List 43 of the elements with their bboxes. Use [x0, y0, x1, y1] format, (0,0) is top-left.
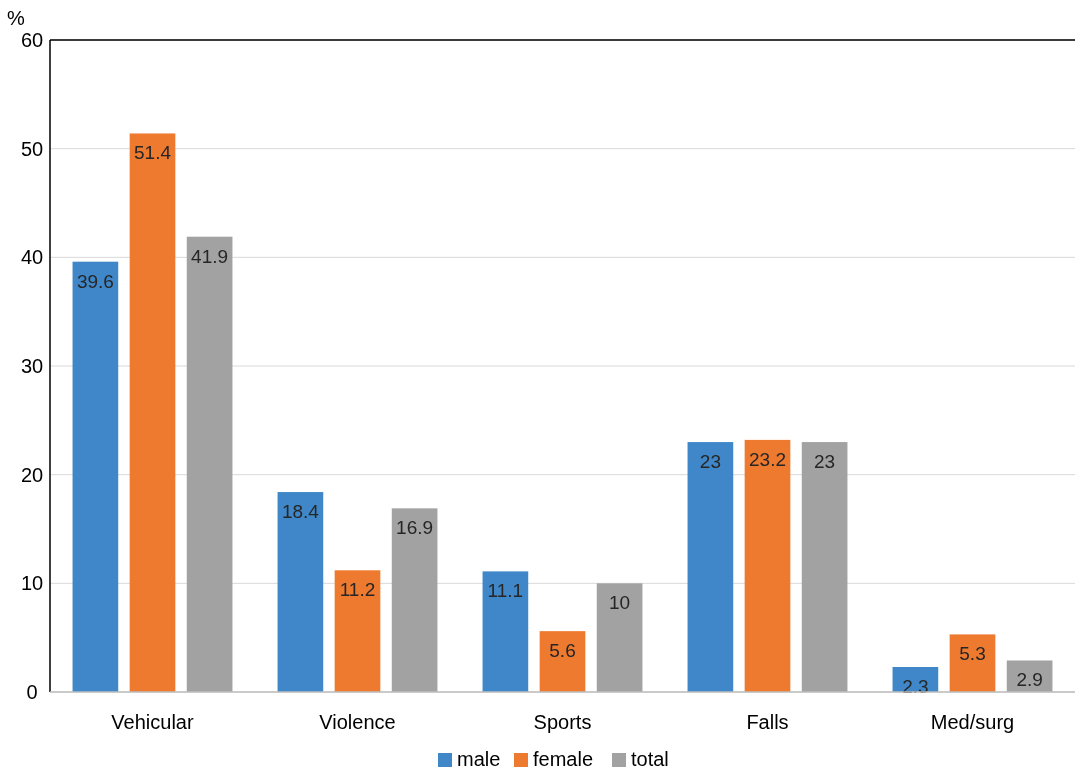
x-tick-label: Med/surg: [930, 711, 1015, 733]
data-label: 10: [609, 592, 631, 614]
y-tick-label: 10: [20, 572, 44, 595]
legend-label: female: [533, 748, 594, 770]
legend-label: total: [631, 748, 669, 770]
data-label: 23: [699, 451, 721, 473]
data-label: 5.6: [549, 640, 576, 662]
data-label: 11.1: [487, 580, 524, 602]
data-label: 5.3: [959, 643, 986, 665]
x-tick-label: Falls: [746, 711, 789, 733]
y-tick-label: 0: [26, 681, 38, 703]
y-tick-label: 20: [20, 463, 44, 486]
data-label: 41.9: [191, 245, 229, 267]
bar: [539, 631, 586, 692]
bar: [277, 492, 324, 692]
x-tick-label: Violence: [319, 711, 396, 733]
y-tick-label: 60: [20, 29, 44, 51]
bar: [801, 442, 848, 692]
bar: [596, 583, 643, 692]
legend-label: male: [457, 748, 501, 770]
y-tick-label: 50: [20, 137, 44, 160]
bar: [949, 634, 996, 692]
bar: [72, 261, 119, 692]
data-label: 39.6: [76, 270, 114, 292]
bar: [129, 133, 176, 692]
data-label: 51.4: [134, 142, 172, 164]
bar: [334, 570, 381, 692]
bar: [687, 442, 734, 692]
data-label: 11.2: [339, 579, 376, 601]
x-tick-label: Sports: [533, 711, 592, 733]
bar: [186, 236, 233, 692]
data-label: 23: [814, 451, 836, 473]
bar: [482, 571, 529, 692]
data-label: 16.9: [396, 517, 434, 539]
y-tick-label: 40: [20, 246, 44, 269]
data-label: 18.4: [281, 501, 320, 523]
data-label: 23.2: [749, 448, 786, 470]
x-tick-label: Vehicular: [111, 711, 194, 733]
bar: [744, 439, 791, 692]
y-tick-label: 30: [20, 355, 44, 377]
data-label: 2.9: [1016, 669, 1043, 691]
bar: [391, 508, 438, 692]
y-axis-title: %: [7, 7, 26, 29]
